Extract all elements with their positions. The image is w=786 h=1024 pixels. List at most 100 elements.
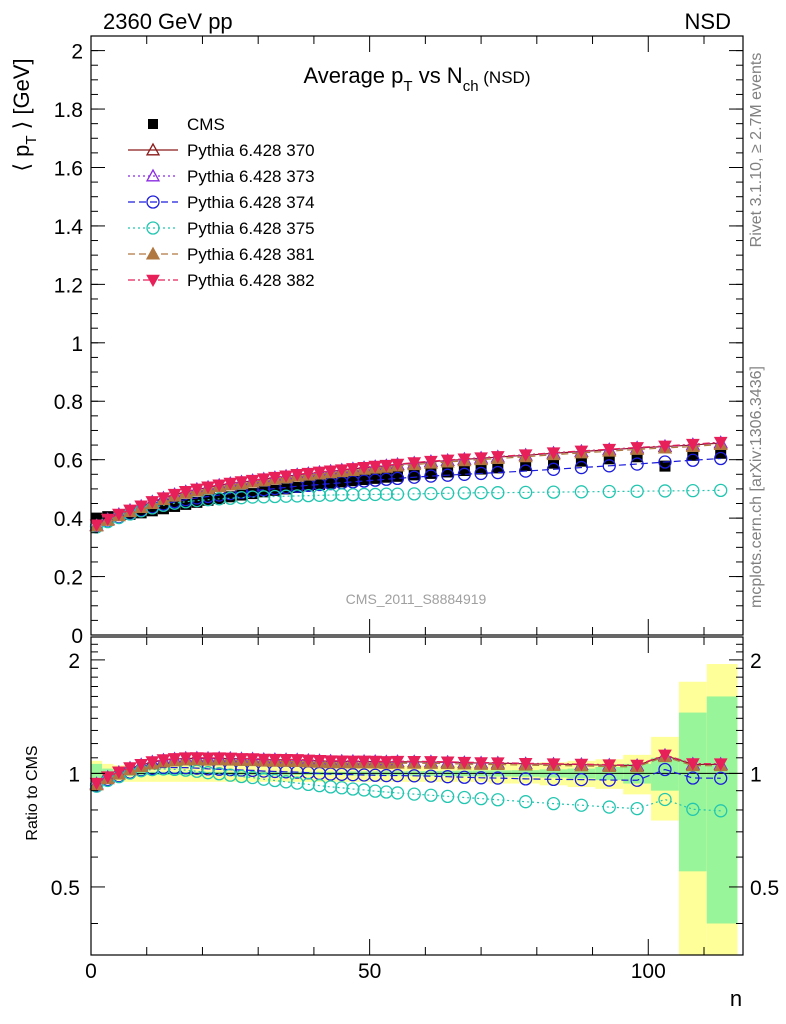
series-pythia-6-428-375-ratio-point (714, 804, 728, 818)
x-tick-label: 50 (358, 960, 381, 983)
series-pythia-6-428-374-point (474, 466, 488, 481)
series-cms-point (258, 486, 270, 498)
series-pythia-6-428-382-point (290, 468, 305, 482)
series-pythia-6-428-375-point (268, 489, 282, 504)
series-pythia-6-428-382-ratio-point (301, 754, 316, 767)
main-y-tick-label: 1.8 (54, 99, 83, 122)
series-pythia-6-428-374-point (357, 474, 371, 488)
series-pythia-6-428-374-ratio-point (390, 768, 405, 783)
legend-entry-pythia-6-428-374-marker (146, 195, 160, 209)
series-pythia-6-428-375-ratio-point (407, 787, 421, 801)
series-pythia-6-428-382-point (334, 464, 349, 477)
series-pythia-6-428-374-point (379, 472, 394, 486)
series-pythia-6-428-375-ratio-point (519, 795, 533, 809)
main-y-tick-label: 0 (71, 625, 83, 648)
series-pythia-6-428-382-ratio-point (167, 753, 182, 766)
legend-entry-pythia-6-428-374-label: Pythia 6.428 374 (187, 193, 315, 212)
series-pythia-6-428-375-ratio-point (658, 792, 672, 807)
series-pythia-6-428-382-point (234, 476, 249, 489)
series-pythia-6-428-375-ratio-point (201, 766, 215, 780)
main-y-axis-label-sub: T (23, 135, 40, 144)
main-y-tick-label: 1 (71, 333, 83, 356)
series-pythia-6-428-382-point (134, 500, 149, 513)
series-pythia-6-428-375-point (335, 488, 349, 502)
series-pythia-6-428-374-ratio-point (379, 768, 394, 783)
main-y-tick-label: 1.6 (54, 157, 83, 180)
series-cms-point (603, 453, 615, 465)
axis-ticks: 00.20.40.60.811.21.41.61.820 50 1000.5120.… (51, 35, 779, 983)
series-pythia-6-428-382-point (223, 477, 238, 491)
series-pythia-6-428-382-point (323, 465, 338, 478)
legend-entry-pythia-6-428-373-label: Pythia 6.428 373 (187, 167, 315, 186)
series-pythia-6-428-382-ratio-point (518, 757, 533, 771)
series-pythia-6-428-382-point (407, 457, 422, 470)
series-pythia-6-428-374-point (440, 468, 455, 482)
series-pythia-6-428-375-ratio-point (234, 769, 249, 784)
series-pythia-6-428-374-point (574, 460, 589, 475)
series-cms-point (325, 477, 337, 489)
series-pythia-6-428-375-ratio-point (212, 767, 226, 781)
series-pythia-6-428-375-point (630, 484, 644, 498)
series-pythia-6-428-375-ratio-point (457, 790, 472, 805)
series-pythia-6-428-375-ratio-point (312, 778, 327, 793)
series-pythia-6-428-374-point (368, 473, 382, 487)
series-pythia-6-428-375-ratio-point (602, 800, 616, 814)
series-pythia-6-428-375-point (574, 485, 589, 499)
series-pythia-6-428-374-ratio-point (474, 771, 488, 785)
series-pythia-6-428-375-ratio-point (630, 801, 644, 816)
series-pythia-6-428-375-point (257, 490, 271, 504)
series-pythia-6-428-375-point (602, 484, 616, 499)
series-pythia-6-428-375-point (714, 483, 728, 498)
series-pythia-6-428-374-ratio-point (335, 767, 349, 782)
series-pythia-6-428-382-ratio-point (134, 758, 149, 772)
legend-entry-pythia-6-428-370-label: Pythia 6.428 370 (187, 141, 315, 160)
series-pythia-6-428-382-point (457, 453, 472, 466)
legend-entry-cms-marker (148, 119, 158, 129)
series-cms-point (687, 449, 699, 461)
main-panel-frame (90, 35, 744, 636)
series-pythia-6-428-374-point (390, 471, 405, 486)
series-pythia-6-428-382-ratio-point (546, 758, 561, 771)
series-pythia-6-428-382-point (602, 443, 617, 457)
main-panel-series (89, 435, 728, 534)
chart-title-sub1: T (403, 78, 412, 95)
series-pythia-6-428-382-point (268, 471, 282, 485)
legend-entry-pythia-6-428-382-marker (146, 274, 160, 288)
series-pythia-6-428-374-point (630, 457, 644, 471)
main-y-tick-label: 0.2 (54, 567, 83, 590)
plot-frames (90, 35, 744, 956)
ratio-y-axis-label: Ratio to CMS (24, 745, 41, 840)
series-pythia-6-428-382-point (312, 466, 327, 479)
series-pythia-6-428-375-ratio-point (546, 796, 561, 811)
energy-label: 2360 GeV pp (103, 9, 233, 34)
series-pythia-6-428-375-ratio-point (257, 772, 271, 786)
series-pythia-6-428-375-point (519, 485, 533, 500)
series-pythia-6-428-382-ratio-point (390, 755, 405, 769)
series-pythia-6-428-382-ratio-point (268, 753, 282, 767)
series-pythia-6-428-374-ratio-point (630, 773, 644, 787)
series-pythia-6-428-375-ratio-point (323, 780, 338, 794)
series-pythia-6-428-382-point (546, 447, 561, 460)
series-pythia-6-428-375-point (491, 486, 505, 500)
legend-entry-pythia-6-428-373-marker (145, 168, 161, 182)
series-cms-point (191, 496, 203, 508)
series-pythia-6-428-374-point (407, 470, 421, 484)
series-pythia-6-428-382-point (256, 473, 271, 486)
series-cms-point (369, 472, 381, 484)
ratio-panel-frame (90, 636, 744, 956)
legend: CMS Pythia 6.428 370 Pythia 6.428 373 Pythi… (128, 115, 315, 290)
series-pythia-6-428-382-point (100, 513, 115, 527)
series-pythia-6-428-375-ratio-point (290, 776, 304, 790)
series-pythia-6-428-370-line (96, 442, 721, 526)
main-y-axis-label-post: ⟩ [GeV] (9, 58, 34, 135)
mcplots-label: mcplots.cern.ch [arXiv:1306.3436] (748, 366, 765, 608)
series-pythia-6-428-375-ratio-point (390, 786, 405, 800)
ratio-y-tick-label-right: 2 (750, 650, 762, 673)
main-y-axis-label-pre: ⟨ p (9, 145, 34, 172)
series-pythia-6-428-382-point (685, 438, 700, 452)
series-pythia-6-428-382-ratio-point (658, 749, 672, 762)
main-y-tick-label: 2 (71, 41, 83, 64)
series-pythia-6-428-374-point (714, 451, 728, 466)
main-y-tick-label: 0.6 (54, 450, 83, 473)
series-cms-point (380, 471, 392, 483)
